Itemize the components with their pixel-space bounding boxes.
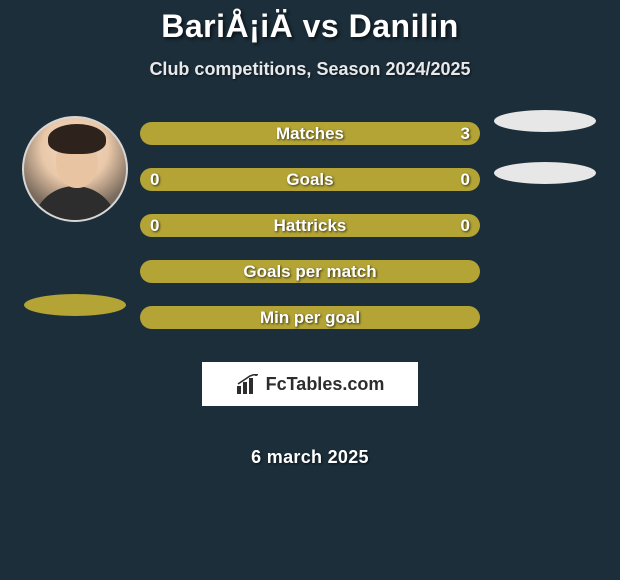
stat-label: Hattricks xyxy=(140,216,480,236)
stat-left-value: 0 xyxy=(150,216,174,236)
fctables-logo-icon xyxy=(236,374,260,394)
stat-row-goals: 0 Goals 0 xyxy=(140,168,480,191)
player-right-column xyxy=(480,122,610,468)
stat-label: Goals per match xyxy=(140,262,480,282)
stat-row-min-per-goal: Min per goal xyxy=(140,306,480,329)
player-right-oval-top xyxy=(494,110,596,132)
stat-right-value: 3 xyxy=(446,124,470,144)
logo-text: FcTables.com xyxy=(266,374,385,395)
stat-row-matches: Matches 3 xyxy=(140,122,480,145)
stat-label: Matches xyxy=(140,124,480,144)
page-title: BariÅ¡iÄ vs Danilin xyxy=(0,8,620,45)
logo-box: FcTables.com xyxy=(202,362,418,406)
stat-left-value: 0 xyxy=(150,170,174,190)
stat-right-value: 0 xyxy=(446,170,470,190)
stat-label: Goals xyxy=(140,170,480,190)
comparison-panel: Matches 3 0 Goals 0 0 Hattricks 0 Goals … xyxy=(0,86,620,468)
player-left-shadow-oval xyxy=(24,294,126,316)
stat-row-hattricks: 0 Hattricks 0 xyxy=(140,214,480,237)
stat-label: Min per goal xyxy=(140,308,480,328)
player-left-column xyxy=(10,122,140,468)
stat-right-value: 0 xyxy=(446,216,470,236)
date-label: 6 march 2025 xyxy=(251,447,369,468)
page-subtitle: Club competitions, Season 2024/2025 xyxy=(0,59,620,80)
player-left-avatar xyxy=(22,116,128,222)
stats-column: Matches 3 0 Goals 0 0 Hattricks 0 Goals … xyxy=(140,122,480,468)
player-right-oval-bottom xyxy=(494,162,596,184)
stat-row-goals-per-match: Goals per match xyxy=(140,260,480,283)
